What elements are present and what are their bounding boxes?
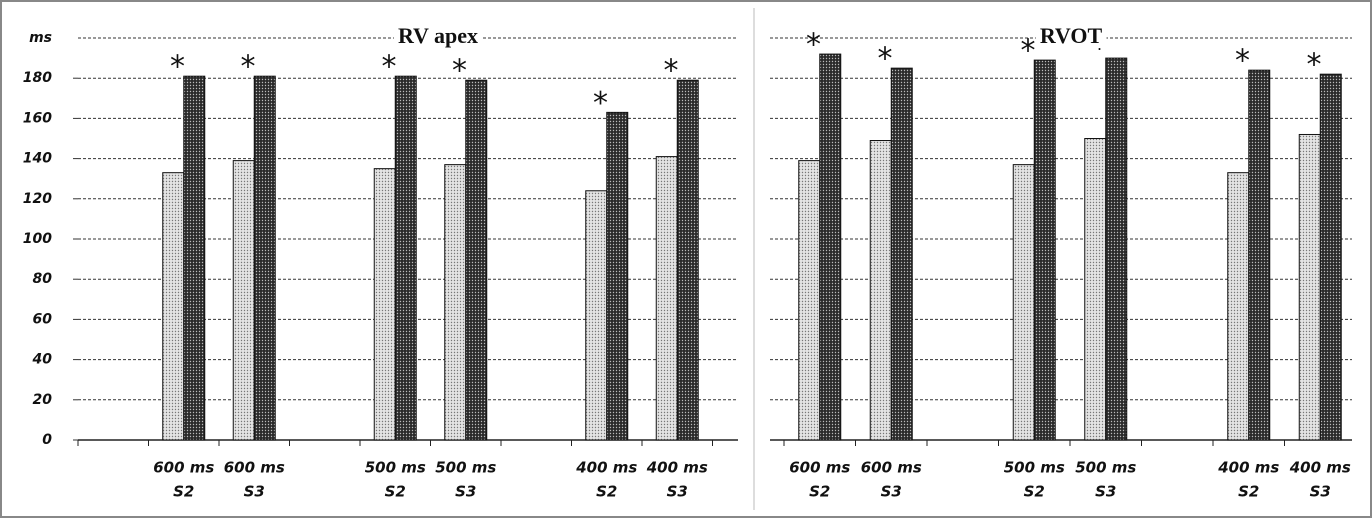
bar: [232, 160, 255, 441]
bar: [465, 79, 488, 441]
significance-marker: *: [452, 54, 467, 89]
x-tick-label: 500 ms: [435, 459, 496, 477]
bar: [1033, 59, 1056, 441]
x-tick-label: S2: [173, 483, 194, 501]
significance-marker: *: [806, 28, 821, 63]
title-background: [1035, 23, 1107, 49]
x-tick-label: 400 ms: [575, 459, 637, 477]
title-background: [393, 23, 483, 49]
bar: [183, 75, 206, 441]
x-tick-label: S2: [809, 483, 830, 501]
y-tick-label: 140: [23, 151, 52, 167]
bar: [394, 75, 417, 441]
x-tick-label: 500 ms: [1075, 459, 1136, 477]
significance-marker: *: [1306, 48, 1321, 83]
bar: [606, 111, 629, 441]
x-tick-label: 600 ms: [789, 459, 850, 477]
bar: [253, 75, 276, 441]
x-tick-label: S3: [1310, 483, 1331, 501]
bar: [1012, 164, 1035, 441]
x-tick-label: 600 ms: [224, 459, 285, 477]
y-tick-label: 80: [33, 271, 53, 287]
significance-marker: *: [877, 42, 892, 77]
y-tick-label: 0: [42, 432, 52, 448]
significance-marker: *: [381, 50, 396, 85]
bar: [162, 172, 185, 441]
x-tick-label: S2: [385, 483, 406, 501]
x-tick-label: S3: [244, 483, 265, 501]
x-tick-label: 600 ms: [153, 459, 214, 477]
x-tick-label: 500 ms: [1004, 459, 1065, 477]
bar: [819, 53, 842, 441]
y-tick-label: 180: [23, 70, 52, 86]
y-tick-label: 100: [23, 231, 52, 247]
significance-marker: *: [593, 86, 608, 121]
bar: [890, 67, 913, 441]
bar: [1298, 133, 1321, 441]
significance-marker: *: [1235, 44, 1250, 79]
x-tick-label: S3: [455, 483, 476, 501]
y-axis-label: ms: [29, 30, 52, 46]
x-tick-label: S2: [1024, 483, 1045, 501]
x-tick-label: S2: [596, 483, 617, 501]
bar: [1084, 138, 1107, 441]
bar: [655, 156, 678, 441]
significance-marker: *: [240, 50, 255, 85]
bar: [1319, 73, 1342, 441]
y-tick-label: 120: [23, 191, 52, 207]
bar: [373, 168, 396, 441]
y-tick-label: 20: [33, 392, 53, 408]
significance-marker: *: [170, 50, 185, 85]
x-tick-label: 400 ms: [646, 459, 708, 477]
bar: [585, 190, 608, 441]
bar: [676, 79, 699, 441]
bar: [798, 160, 821, 441]
significance-marker: *: [663, 54, 678, 89]
x-tick-label: 500 ms: [365, 459, 426, 477]
bar: [1227, 172, 1250, 441]
x-tick-label: S2: [1238, 483, 1259, 501]
x-tick-label: 600 ms: [861, 459, 922, 477]
bar: [1248, 69, 1271, 441]
significance-marker: *: [1020, 34, 1035, 69]
y-tick-label: 160: [23, 110, 52, 126]
bar: [869, 140, 892, 441]
chart-title: RVOT: [1040, 23, 1103, 48]
bar: [444, 164, 467, 441]
bar: [1105, 57, 1128, 441]
x-tick-label: S3: [881, 483, 902, 501]
x-tick-label: S3: [667, 483, 688, 501]
x-tick-label: S3: [1095, 483, 1116, 501]
chart-title: RV apex: [398, 23, 478, 48]
y-tick-label: 60: [33, 311, 53, 327]
x-tick-label: 400 ms: [1289, 459, 1351, 477]
x-tick-label: 400 ms: [1217, 459, 1279, 477]
y-tick-label: 40: [32, 352, 53, 368]
